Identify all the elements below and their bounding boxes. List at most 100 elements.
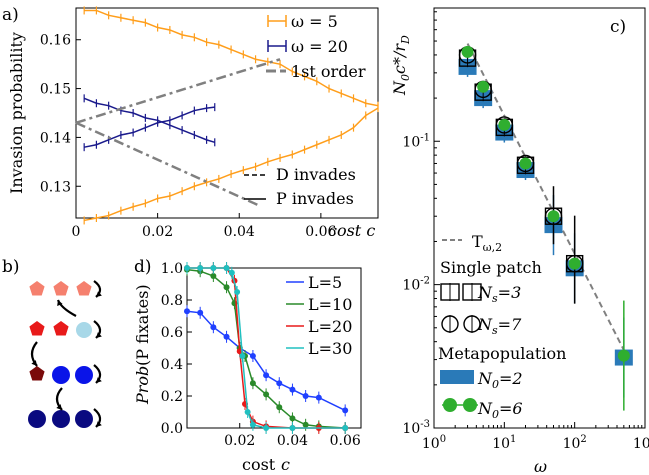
c-circle-n06: [498, 118, 511, 131]
d-xtick-label: 0.06: [330, 433, 361, 449]
a-series-line: [84, 106, 215, 148]
arrow-head: [96, 377, 102, 383]
d-ytick-label: 0.0: [161, 421, 183, 437]
c-circle-n06: [568, 257, 581, 270]
panel-a-label: a): [2, 5, 19, 25]
d-point: [249, 380, 256, 387]
c-theory-line: [466, 43, 625, 351]
panel-a-ylabel: Invasion probability: [7, 32, 26, 194]
d-legend-label: L=20: [308, 317, 352, 336]
panel-d-ylabel-text: Prob: [133, 366, 152, 405]
panel-c-legend: Tω,2 Single patch Ns=3 Ns=7 Metapopulati…: [438, 232, 566, 421]
d-point: [210, 324, 217, 331]
c-circle-ns7: [516, 154, 535, 173]
d-xtick-label: 0.02: [224, 433, 255, 449]
pentagon-shape: [29, 366, 45, 381]
legend-first-order: 1st order: [291, 62, 366, 81]
panel-a-frame: [75, 7, 379, 219]
legend-n06: N0=6: [477, 399, 523, 421]
d-ytick-label: 1.0: [161, 261, 183, 277]
d-point: [302, 393, 309, 399]
d-ytick-label: 0.6: [161, 325, 183, 341]
panel-d-xlabel-text: cost: [242, 455, 276, 474]
arrow-head: [57, 300, 63, 306]
c-circle-ns7: [495, 116, 514, 134]
panel-a-legend: ω = 5 ω = 20 1st order D invades P invad…: [244, 12, 366, 208]
d-point: [228, 269, 235, 276]
d-point: [184, 265, 190, 271]
panel-b-label: b): [2, 257, 20, 277]
panel-d-legend: L=5 L=10 L=20 L=30: [286, 273, 352, 358]
c-xtick-label: 101: [492, 434, 516, 452]
panel-d-xlabel: cost c: [242, 455, 290, 474]
panel-d-ticks: 0.02 0.04 0.06 0.0 0.2 0.4 0.6 0.8 1.0: [161, 261, 361, 449]
d-point: [342, 425, 349, 431]
panel-c-ylabel: N0c*/rD: [390, 35, 412, 96]
d-point: [244, 409, 251, 415]
circle-shape: [75, 366, 93, 384]
circle-shape: [28, 410, 46, 428]
c-circle-n06: [617, 349, 630, 362]
arrow-head: [96, 421, 102, 427]
d-xtick-label: 0.04: [277, 433, 308, 449]
panel-c-xlabel: ω: [534, 457, 547, 475]
d-point: [276, 404, 283, 411]
panel-c-frame: [433, 7, 646, 429]
d-point: [210, 265, 217, 271]
arrow-head: [31, 360, 37, 366]
d-legend-label: L=10: [308, 295, 352, 314]
c-xtick-label: 102: [563, 434, 587, 452]
legend-ns7: Ns=7: [477, 315, 522, 337]
d-legend-label: L=5: [308, 273, 342, 292]
d-point: [197, 265, 204, 271]
d-point: [263, 425, 270, 431]
c-circle-n06: [519, 157, 532, 170]
a-series-line: [83, 97, 215, 144]
a-ytick-label: 0.14: [40, 130, 71, 146]
panel-a-data: [75, 6, 379, 225]
pentagon-shape: [29, 321, 45, 336]
legend-metapop: Metapopulation: [438, 344, 566, 363]
circle-shape: [52, 366, 70, 384]
d-point: [276, 380, 283, 387]
d-point: [342, 407, 349, 414]
c-legend-n02-marker: [440, 370, 474, 384]
d-point: [197, 309, 204, 316]
pentagon-shape: [76, 281, 92, 296]
d-point: [249, 353, 256, 359]
d-point: [234, 289, 241, 295]
legend-p-invades: P invades: [276, 189, 354, 208]
d-point: [223, 265, 230, 271]
d-point: [263, 391, 270, 398]
legend-d-invades: D invades: [276, 165, 356, 184]
a-series-line: [75, 121, 261, 207]
d-point: [302, 421, 309, 428]
c-circle-n06: [461, 45, 474, 58]
a-ytick-label: 0.15: [40, 82, 71, 98]
legend-single-patch: Single patch: [440, 258, 542, 277]
c-circle-n06: [547, 210, 560, 223]
a-xtick-label: 0.06: [305, 224, 336, 240]
legend-n02: N0=2: [477, 369, 523, 391]
d-point: [289, 386, 296, 393]
panel-d-ylabel: Prob (P fixates): [133, 284, 152, 405]
a-xtick-label: 0.02: [142, 224, 173, 240]
d-legend-label: L=30: [308, 339, 352, 358]
c-xtick-label: 103: [633, 434, 649, 452]
legend-omega5: ω = 5: [291, 12, 338, 31]
a-xtick-label: 0.04: [224, 224, 255, 240]
panel-d-label: d): [134, 257, 152, 277]
d-point: [289, 415, 296, 422]
d-point: [223, 333, 230, 340]
c-ytick-label: 10-1: [402, 132, 430, 150]
arrow-head: [96, 332, 102, 338]
panel-c-ticks: 100 101 102 103 10-3 10-2 10-1: [402, 11, 649, 452]
d-ytick-label: 0.4: [161, 357, 183, 373]
circle-shape: [76, 322, 92, 338]
d-point: [210, 273, 217, 279]
d-point: [249, 421, 256, 428]
d-point: [223, 284, 230, 291]
pentagon-shape: [53, 281, 69, 296]
legend-omega20: ω = 20: [291, 37, 348, 56]
arrow-head: [56, 404, 62, 410]
